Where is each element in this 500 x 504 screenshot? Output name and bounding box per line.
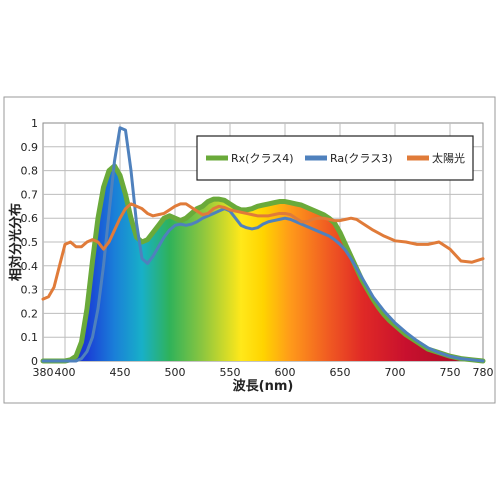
- x-tick-label: 550: [220, 366, 241, 379]
- series-line-ra: [41, 126, 485, 363]
- series: [40, 126, 486, 364]
- y-tick-label: 0.4: [21, 260, 39, 273]
- x-tick-labels: 380 400 450 500 550 600 650 700 750 780: [33, 366, 494, 379]
- y-tick-label: 0.5: [21, 236, 39, 249]
- x-tick-label: 400: [55, 366, 76, 379]
- legend: Rx(クラス4) Ra(クラス3) 太陽光: [196, 135, 474, 181]
- y-tick-label: 0.2: [21, 307, 39, 320]
- legend-label-rx: Rx(クラス4): [231, 152, 294, 165]
- y-tick-label: 0.6: [21, 212, 39, 225]
- x-tick-label: 500: [165, 366, 186, 379]
- y-tick-label: 0.9: [21, 141, 39, 154]
- x-axis-label: 波長(nm): [233, 378, 294, 394]
- y-tick-label: 0.3: [21, 284, 39, 297]
- y-tick-label: 0.8: [21, 165, 39, 178]
- series-line-sunlight: [41, 202, 485, 301]
- y-tick-label: 0.1: [21, 331, 39, 344]
- x-tick-label: 380: [33, 366, 54, 379]
- y-tick-label: 0.7: [21, 188, 39, 201]
- x-tick-label: 450: [110, 366, 131, 379]
- legend-label-ra: Ra(クラス3): [330, 152, 393, 165]
- x-tick-label: 600: [275, 366, 296, 379]
- y-axis-label: 相対分光分布: [8, 203, 24, 281]
- x-tick-label: 650: [330, 366, 351, 379]
- y-tick-label: 1: [31, 117, 38, 130]
- series-line-rx: [40, 163, 486, 364]
- x-tick-label: 700: [385, 366, 406, 379]
- y-tick-labels: 0 0.1 0.2 0.3 0.4 0.5 0.6 0.7 0.8 0.9 1: [21, 117, 39, 368]
- legend-label-sun: 太陽光: [432, 151, 465, 165]
- y-tick-label: 0: [31, 355, 38, 368]
- x-tick-label: 750: [440, 366, 461, 379]
- x-tick-label: 780: [473, 366, 494, 379]
